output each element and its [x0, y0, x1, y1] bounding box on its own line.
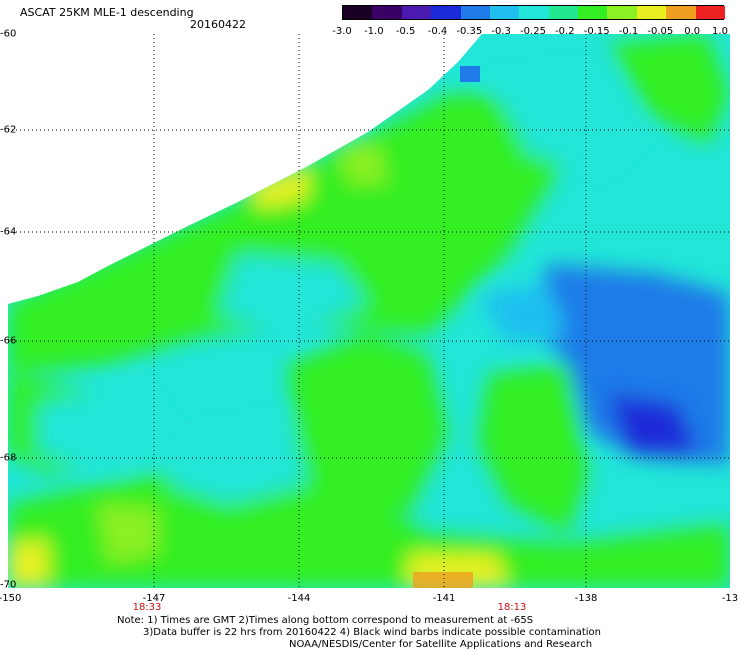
color-scale-swatch [548, 6, 579, 19]
time-label: 18:13 [497, 602, 527, 613]
color-scale-swatch [431, 6, 462, 19]
color-scale-label: -0.4 [427, 26, 448, 37]
color-scale-label: -0.1 [618, 26, 639, 37]
lat-label: -68 [0, 452, 17, 464]
color-scale-swatch [666, 6, 697, 19]
product-date: 20160422 [190, 18, 246, 31]
color-scale-swatch [489, 6, 520, 19]
color-scale-label: -0.2 [555, 26, 575, 37]
mle-field [8, 34, 730, 588]
color-scale-swatch [519, 6, 550, 19]
lon-label: -141 [432, 593, 456, 604]
lon-label: -150 [0, 593, 22, 604]
color-scale-swatch [578, 6, 608, 19]
mle-map [8, 34, 730, 588]
color-scale-label: -0.15 [583, 26, 610, 37]
color-scale-swatch [343, 6, 373, 19]
lon-label: -144 [287, 593, 311, 604]
color-scale-label: -0.05 [647, 26, 674, 37]
time-label: 18:33 [132, 602, 162, 613]
graticule [8, 34, 730, 588]
lat-label: -66 [0, 335, 17, 347]
note-line: 3)Data buffer is 22 hrs from 20160422 4)… [143, 627, 601, 638]
color-scale-swatch [401, 6, 432, 19]
color-scale-label: -0.35 [456, 26, 483, 37]
note-line: Note: 1) Times are GMT 2)Times along bot… [117, 615, 534, 626]
color-scale-label: -1.0 [364, 26, 384, 37]
color-scale-swatch [636, 6, 667, 19]
lon-label: -138 [574, 593, 598, 604]
color-scale-label: -0.3 [491, 26, 511, 37]
color-scale-label: 0.0 [684, 26, 701, 37]
lon-label: -13 [721, 593, 739, 604]
color-scale-label: -0.25 [520, 26, 546, 37]
color-scale-swatch [372, 6, 403, 19]
color-scale-label: -3.0 [332, 26, 352, 37]
color-scale-bar [342, 5, 726, 20]
color-scale-swatch [607, 6, 638, 19]
note-line: NOAA/NESDIS/Center for Satellite Applica… [289, 639, 593, 650]
lat-label: -60 [0, 28, 17, 40]
product-title: ASCAT 25KM MLE-1 descending [20, 6, 194, 19]
color-scale-label: 1.0 [712, 26, 728, 37]
lat-label: -62 [0, 124, 17, 136]
color-scale-label: -0.5 [395, 26, 416, 37]
lat-label: -64 [0, 226, 17, 238]
lat-label: -70 [0, 579, 17, 591]
color-scale-swatch [695, 6, 726, 19]
lon-label: -147 [142, 593, 166, 604]
color-scale-swatch [460, 6, 491, 19]
